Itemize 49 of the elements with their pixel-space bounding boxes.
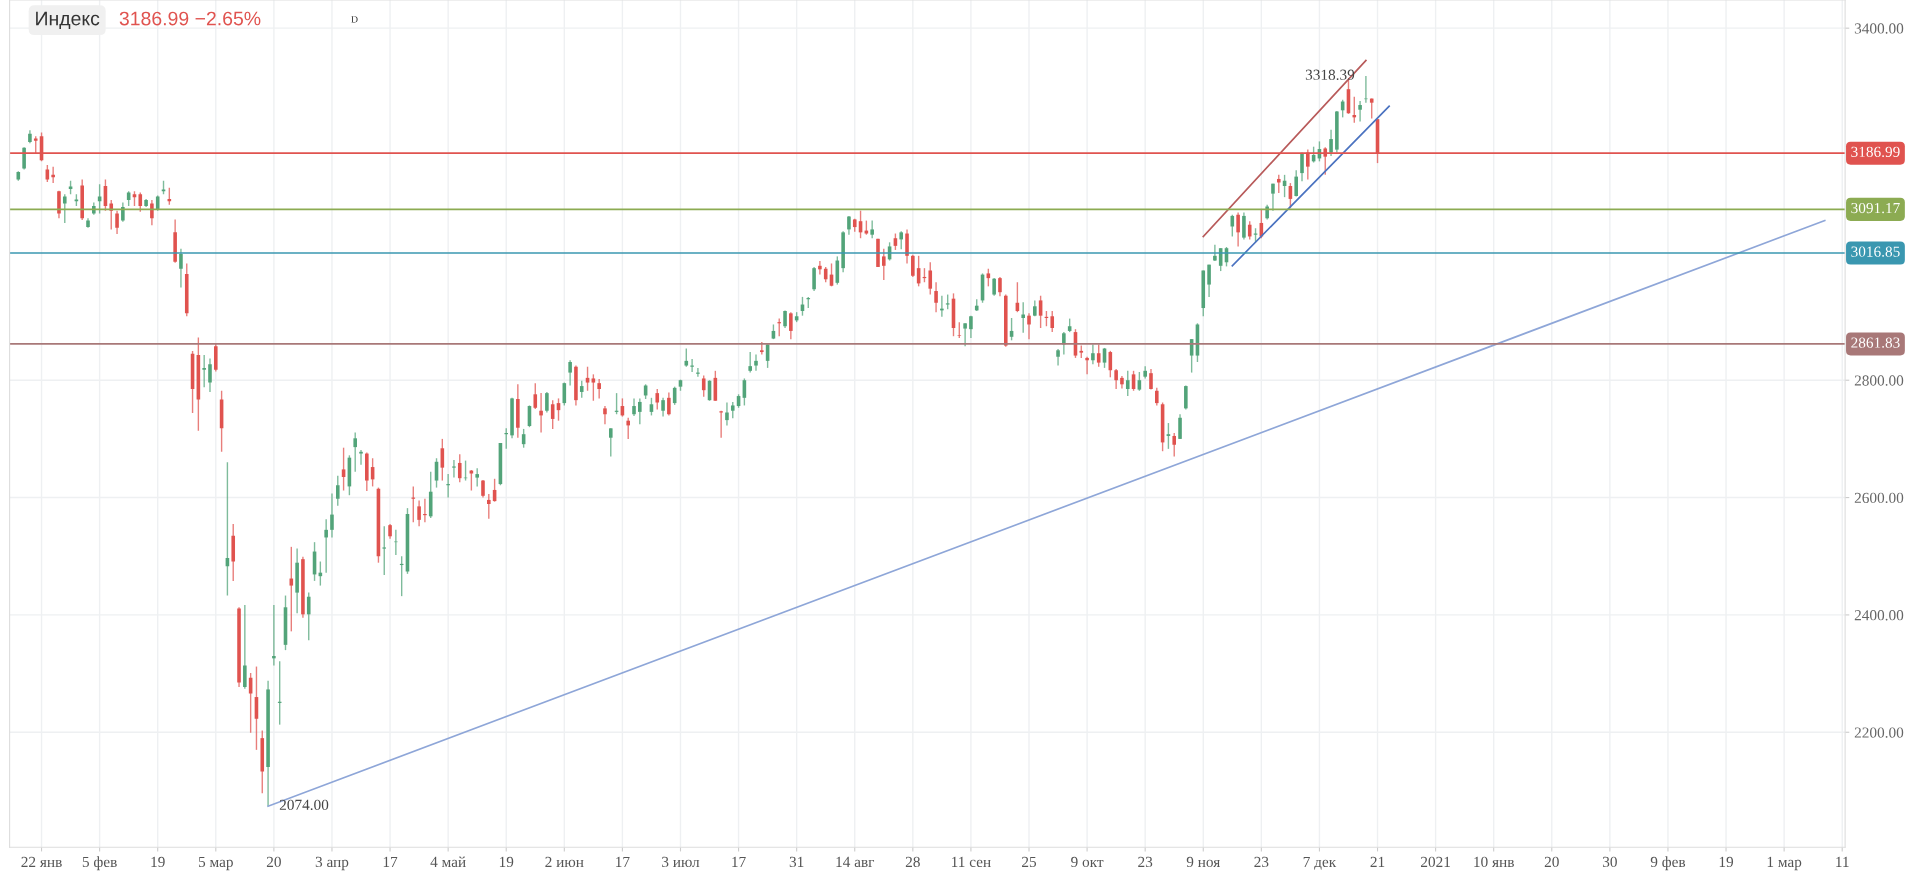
x-tick-label: 5 мар [198,856,233,871]
x-tick-label: 23 [1138,856,1153,868]
x-tick-label: 22 янв [21,856,62,867]
ref-line-label: 3186.99 [1851,146,1900,158]
annotation: D [351,16,358,23]
x-tick-label: 20 [266,856,281,868]
x-tick-label: 31 [789,856,804,868]
text: Индекс [36,11,100,30]
x-tick-label: 19 [151,856,165,868]
x-tick-label: 19 [1719,856,1734,868]
candlestick [452,459,456,479]
x-tick-label: 17 [383,856,398,867]
x-tick-label: 9 ноя [1186,856,1220,868]
x-tick-label: 9 фев [1650,856,1686,871]
x-tick-label: 2 июн [545,856,584,868]
candlestick [1021,301,1025,334]
x-tick-label: 4 май [430,856,466,868]
x-tick-label: 20 [1544,856,1559,868]
y-tick-label: 2200.00 [1854,727,1904,738]
candlestick [382,525,387,576]
ref-line-label: 2861.83 [1851,337,1900,348]
x-tick-label: 10 янв [1474,856,1514,868]
ref-line-label: 3016.85 [1851,246,1900,257]
x-tick-label: 3 июл [662,856,700,868]
x-tick-label: 11 [1836,856,1849,867]
ref-line-label: 3091.17 [1851,202,1900,214]
y-tick-label: 2800.00 [1854,375,1904,386]
x-tick-label: 30 [1602,856,1617,868]
x-tick-label: 17 [616,856,630,867]
x-tick-label: 19 [499,856,514,868]
x-tick-label: 11 сен [952,856,991,868]
x-tick-label: 7 дек [1303,856,1337,870]
x-tick-label: 1 мар [1767,856,1802,871]
x-tick-label: 25 [1022,856,1037,868]
x-tick-label: 23 [1254,856,1269,868]
y-tick-label: 2600.00 [1854,492,1904,504]
x-tick-label: 14 авг [836,856,875,868]
annotation: 3318.39 [1305,69,1355,80]
x-tick-label: 21 [1370,856,1385,867]
x-tick-label: 28 [905,856,920,868]
annotation: 2074.00 [279,799,329,811]
y-tick-label: 3400.00 [1854,23,1904,34]
x-tick-label: 3 апр [315,856,349,871]
y-tick-label: 2400.00 [1854,610,1904,621]
x-tick-label: 2021 [1421,856,1450,868]
x-tick-label: 5 фев [82,856,117,871]
chart-subtitle: 3186.99 −2.65% [119,11,261,26]
x-tick-label: 9 окт [1071,856,1104,868]
x-tick-label: 17 [732,856,746,867]
